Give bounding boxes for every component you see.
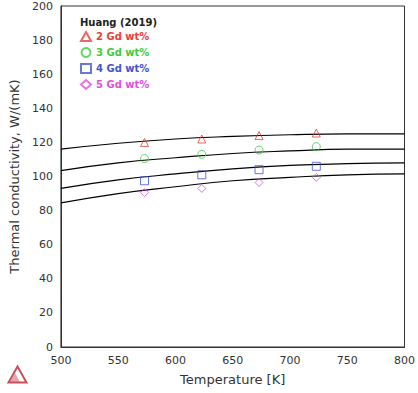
svg-text:Temperature [K]: Temperature [K] xyxy=(179,372,285,387)
svg-text:200: 200 xyxy=(32,0,53,13)
svg-text:160: 160 xyxy=(32,68,53,81)
svg-text:120: 120 xyxy=(32,136,53,149)
svg-text:550: 550 xyxy=(108,354,129,367)
svg-text:3 Gd wt%: 3 Gd wt% xyxy=(96,47,149,58)
svg-text:20: 20 xyxy=(39,306,53,319)
svg-text:500: 500 xyxy=(50,354,71,367)
svg-text:4 Gd wt%: 4 Gd wt% xyxy=(96,63,149,74)
svg-text:Huang (2019): Huang (2019) xyxy=(80,17,157,28)
svg-text:0: 0 xyxy=(46,341,53,354)
svg-text:600: 600 xyxy=(165,354,186,367)
svg-text:2 Gd wt%: 2 Gd wt% xyxy=(96,31,149,42)
svg-text:80: 80 xyxy=(39,204,53,217)
svg-text:100: 100 xyxy=(32,170,53,183)
svg-text:180: 180 xyxy=(32,34,53,47)
svg-text:650: 650 xyxy=(222,354,243,367)
svg-text:700: 700 xyxy=(279,354,300,367)
svg-text:60: 60 xyxy=(39,238,53,251)
svg-text:Thermal conductivity, W/(mK): Thermal conductivity, W/(mK) xyxy=(7,79,22,274)
svg-text:40: 40 xyxy=(39,272,53,285)
svg-text:750: 750 xyxy=(337,354,358,367)
svg-text:800: 800 xyxy=(394,354,415,367)
svg-text:140: 140 xyxy=(32,102,53,115)
svg-text:5 Gd wt%: 5 Gd wt% xyxy=(96,79,149,90)
